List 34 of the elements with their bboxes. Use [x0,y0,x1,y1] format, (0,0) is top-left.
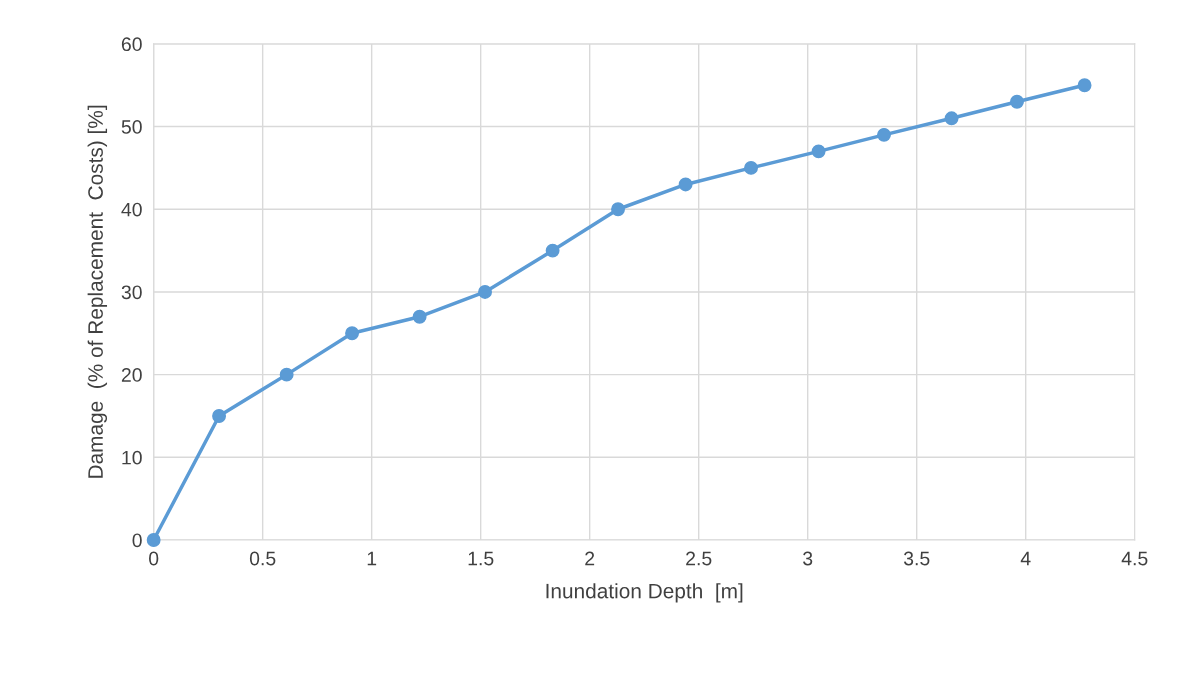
point [678,177,693,192]
x-tick-label: 1.5 [468,551,494,566]
x-tick-label: 3 [803,551,813,566]
x-tick-label: 1 [367,551,377,566]
point [545,243,560,258]
point [811,144,826,159]
y-axis-title: Damage (% of Replacement Costs) [%] [87,105,108,478]
point [412,309,427,324]
point [146,533,161,547]
y-tick-label: 20 [121,368,142,382]
point [345,326,359,341]
y-tick-label: 40 [121,202,142,217]
point [478,284,492,299]
y-tick-label: 10 [122,450,142,465]
x-tick-label: 4.5 [1121,551,1148,566]
point [944,111,959,126]
point [877,127,891,142]
x-tick-label: 3.5 [903,551,930,566]
x-tick-label: 4 [1020,551,1031,566]
point [1077,78,1092,93]
x-tick-label: 0.5 [249,551,276,566]
y-tick-label: 30 [121,285,142,300]
point [611,202,625,217]
y-tick-label: 0 [132,533,142,548]
point [1010,94,1024,109]
x-axis-title: Inundation Depth [m] [546,583,743,603]
point [279,367,294,382]
x-tick-label: 2 [585,551,595,566]
y-tick-label: 60 [121,37,142,52]
point [744,160,758,175]
x-tick-label: 2.5 [686,551,712,566]
x-tick-label: 0 [149,551,159,566]
point [212,409,227,423]
y-tick-label: 50 [121,120,142,134]
